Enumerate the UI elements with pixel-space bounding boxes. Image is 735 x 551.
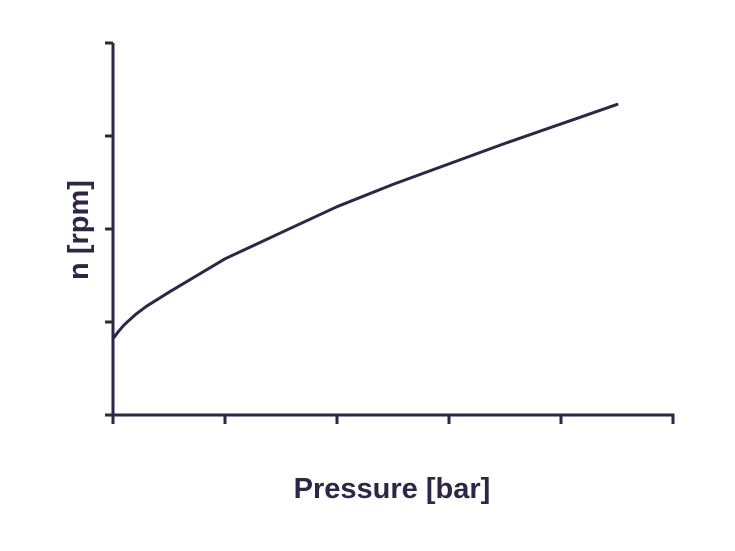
x-axis-label: Pressure [bar] <box>294 473 491 505</box>
y-axis-label: n [rpm] <box>63 180 95 280</box>
data-line <box>111 102 619 341</box>
